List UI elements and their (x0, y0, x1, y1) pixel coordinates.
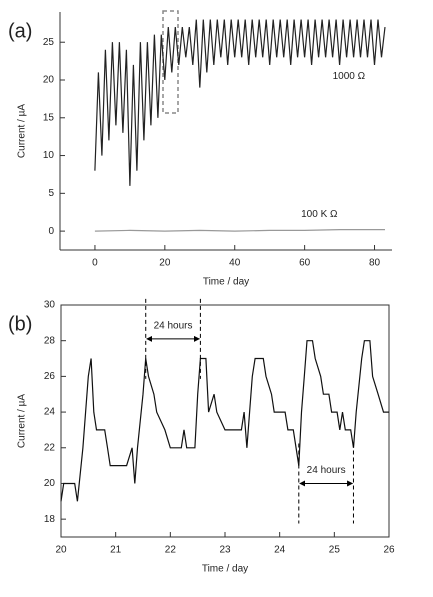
y-tick-label: 20 (44, 478, 56, 489)
x-tick-label: 40 (229, 258, 241, 269)
y-tick-label: 24 (44, 407, 56, 418)
y-tick-label: 28 (44, 335, 56, 346)
y-tick-label: 30 (44, 300, 56, 311)
series-line (94, 19, 386, 186)
panel-label: (b) (8, 313, 32, 335)
y-axis-title: Current / µA (17, 394, 28, 448)
y-tick-label: 0 (48, 226, 54, 237)
x-tick-label: 20 (159, 258, 171, 269)
x-tick-label: 60 (299, 258, 311, 269)
annotation: 24 hours (154, 321, 193, 332)
x-axis-title: Time / day (202, 564, 248, 575)
y-axis-title: Current / µA (17, 104, 28, 158)
y-tick-label: 10 (43, 150, 55, 161)
annotation: 100 K Ω (301, 209, 338, 220)
series-line (94, 229, 385, 232)
y-tick-label: 5 (48, 188, 54, 199)
annotation: 1000 Ω (333, 71, 366, 82)
x-tick-label: 80 (369, 258, 381, 269)
x-tick-label: 20 (55, 545, 67, 556)
series-line (60, 340, 389, 502)
x-tick-label: 26 (383, 545, 395, 556)
x-tick-label: 23 (219, 545, 231, 556)
y-tick-label: 15 (43, 112, 55, 123)
x-tick-label: 21 (110, 545, 122, 556)
y-tick-label: 20 (43, 75, 55, 86)
x-tick-label: 24 (274, 545, 286, 556)
panel-label: (a) (8, 20, 32, 42)
plot-frame (60, 304, 390, 538)
y-tick-label: 22 (44, 442, 56, 453)
x-axis-title: Time / day (203, 277, 249, 288)
x-tick-label: 25 (329, 545, 341, 556)
y-tick-label: 25 (43, 37, 55, 48)
y-tick-label: 18 (44, 514, 56, 525)
y-tick-label: 26 (44, 371, 56, 382)
x-tick-label: 22 (165, 545, 177, 556)
annotation: 24 hours (307, 465, 346, 476)
x-tick-label: 0 (92, 258, 98, 269)
